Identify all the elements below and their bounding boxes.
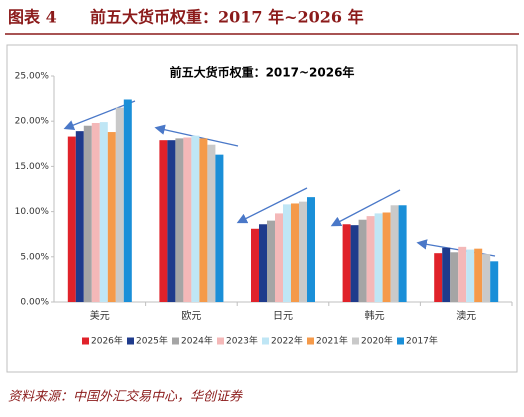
y-tick-label: 10.00% <box>15 207 50 217</box>
arrow <box>63 100 136 131</box>
legend-swatch <box>352 337 359 345</box>
bar <box>199 138 208 302</box>
bar <box>259 224 267 302</box>
arrow <box>236 187 308 224</box>
bar <box>366 216 375 302</box>
bar <box>307 197 315 302</box>
bar <box>434 253 443 302</box>
legend-swatch <box>82 337 89 345</box>
x-tick-label: 韩元 <box>365 309 385 322</box>
bar <box>123 99 132 302</box>
x-tick-label: 日元 <box>273 311 293 322</box>
bar <box>191 135 200 302</box>
bar <box>382 212 391 302</box>
bar <box>283 204 291 302</box>
bar <box>83 125 92 302</box>
source: 资料来源：中国外汇交易中心，华创证券 <box>8 389 243 405</box>
chart-frame <box>6 44 518 373</box>
y-tick-label: 25.00% <box>15 72 50 82</box>
legend-swatch <box>172 337 179 345</box>
bar <box>91 123 100 303</box>
legend-label: 2017年 <box>406 335 438 347</box>
bar <box>175 138 184 302</box>
bar <box>490 261 499 302</box>
arrow <box>330 189 401 227</box>
x-tick-label: 欧元 <box>181 310 201 322</box>
legend-swatch <box>127 337 134 345</box>
bar <box>299 201 307 302</box>
header-label: 图表 4 <box>8 8 57 27</box>
y-tick-label: 0.00% <box>20 298 49 308</box>
bar <box>115 107 124 302</box>
legend-label: 2021年 <box>316 335 348 347</box>
bar <box>207 144 216 302</box>
bar <box>442 247 451 302</box>
bar <box>450 252 459 302</box>
bar <box>267 220 275 302</box>
bar <box>167 140 176 302</box>
bar <box>99 122 108 302</box>
bar <box>291 203 299 302</box>
bar <box>482 254 491 302</box>
arrow <box>416 239 496 257</box>
legend-label: 2026年 <box>91 335 123 347</box>
legend-label: 2024年 <box>181 335 213 347</box>
bar <box>107 132 116 302</box>
legend-label: 2025年 <box>136 335 168 347</box>
header-title: 前五大货币权重：2017 年~2026 年 <box>90 8 364 27</box>
bar <box>390 205 399 302</box>
bar <box>251 228 259 302</box>
y-tick-label: 5.00% <box>20 252 49 262</box>
bar <box>67 136 76 302</box>
chart-title: 前五大货币权重：2017~2026年 <box>170 65 355 80</box>
legend-label: 2022年 <box>271 335 303 347</box>
bar <box>215 154 224 302</box>
bar <box>358 219 367 302</box>
bar <box>466 249 475 302</box>
bar <box>75 131 84 302</box>
bar <box>159 140 168 302</box>
bar <box>342 224 351 302</box>
bar <box>350 225 359 302</box>
y-tick-label: 20.00% <box>15 117 50 127</box>
bar <box>474 248 483 302</box>
legend-label: 2023年 <box>226 335 258 347</box>
x-tick-label: 澳元 <box>456 309 476 322</box>
legend-swatch <box>397 337 404 345</box>
bar <box>398 205 407 302</box>
bar <box>374 213 383 302</box>
legend-swatch <box>217 337 224 345</box>
bar <box>183 137 192 302</box>
legend-swatch <box>307 337 314 345</box>
y-tick-label: 15.00% <box>15 162 50 172</box>
x-tick-label: 美元 <box>90 309 110 322</box>
legend-swatch <box>262 337 269 345</box>
legend-label: 2020年 <box>361 335 393 347</box>
bar <box>458 246 467 302</box>
bar <box>275 213 283 302</box>
